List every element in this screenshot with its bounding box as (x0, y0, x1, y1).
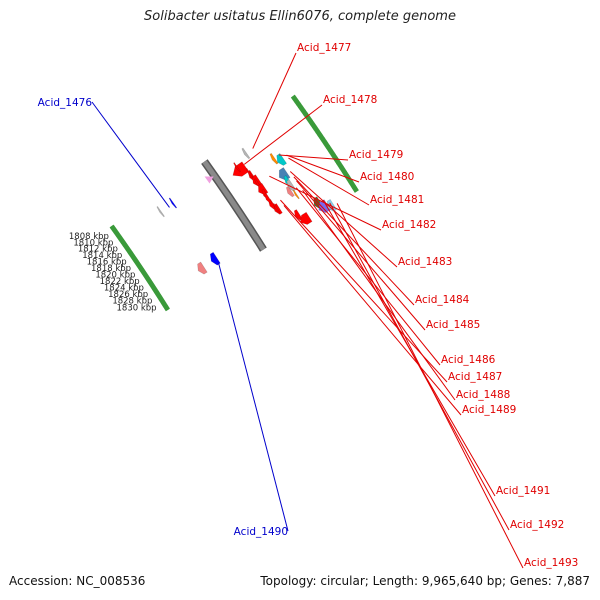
kbp-tick-label: 1830 kbp (117, 303, 157, 313)
gene-label[interactable]: Acid_1477 (297, 42, 351, 54)
label-leader (296, 180, 426, 331)
kbp-tick-label: 1828 kbp (112, 297, 152, 307)
unlabeled-gene-4 (258, 182, 269, 196)
inner-tick-ladder (109, 224, 170, 312)
gene-label[interactable]: Acid_1485 (426, 319, 480, 331)
unlabeled-gene-2 (245, 167, 254, 179)
gene-label[interactable]: Acid_1478 (323, 94, 377, 106)
genome-backbone (201, 159, 267, 252)
unlabeled-gene-7 (272, 202, 281, 214)
label-leader (283, 205, 462, 416)
label-leader (280, 199, 448, 383)
label-leader (252, 52, 297, 149)
gene-label[interactable]: Acid_1493 (524, 557, 578, 569)
gene-labels: Acid_1477 Acid_1478 Acid_1479 Acid_1480 Acid… (38, 42, 579, 569)
gene-label[interactable]: Acid_1492 (510, 519, 564, 531)
gene-label[interactable]: Acid_1489 (462, 404, 516, 416)
backbone-fill (202, 160, 266, 251)
gene-acid-1479 (269, 152, 279, 165)
kbp-tick-label: 1820 kbp (95, 271, 135, 281)
gene-label[interactable]: Acid_1482 (382, 219, 436, 231)
gene-acid-1480 (276, 153, 288, 166)
label-leader (218, 262, 289, 532)
label-leader (288, 157, 370, 206)
kbp-tick-label: 1816 kbp (87, 258, 127, 268)
outer-tick-ladder (290, 94, 359, 193)
gene-acid-1488 (292, 189, 300, 200)
gene-acid-1490 (209, 251, 221, 266)
gene-label[interactable]: Acid_1481 (370, 194, 424, 206)
label-leader (289, 171, 398, 268)
gene-label[interactable]: Acid_1483 (398, 256, 452, 268)
map-title: Solibacter usitatus Ellin6076, complete … (144, 9, 456, 24)
gene-label[interactable]: Acid_1488 (456, 389, 510, 401)
unlabeled-gene-1 (233, 162, 242, 173)
gene-label[interactable]: Acid_1491 (496, 485, 550, 497)
gene-acid-1486 (285, 185, 295, 198)
gene-features (156, 147, 337, 275)
reverse-gene-grey (156, 206, 165, 218)
reverse-gene-pink (197, 261, 208, 275)
label-leader (295, 187, 441, 366)
unlabeled-gene-6 (264, 192, 273, 204)
label-leader (293, 176, 415, 306)
kbp-tick-label: 1818 kbp (91, 264, 131, 274)
genome-summary-text: Topology: circular; Length: 9,965,640 bp… (260, 574, 590, 588)
gene-acid-1482 (252, 174, 263, 188)
accession-text: Accession: NC_008536 (9, 574, 146, 588)
kbp-tick-label: 1810 kbp (73, 238, 113, 248)
kbp-tick-label: 1808 kbp (69, 232, 109, 242)
label-leader (91, 101, 170, 208)
gene-label[interactable]: Acid_1486 (441, 354, 496, 366)
gene-label[interactable]: Acid_1479 (349, 149, 403, 161)
label-leader (336, 203, 524, 569)
label-leader (243, 104, 323, 165)
label-leader (286, 154, 360, 183)
kbp-tick-label: 1812 kbp (78, 245, 118, 255)
gene-acid-1476 (168, 197, 178, 209)
kbp-tick-label: 1824 kbp (104, 284, 144, 294)
gene-acid-1477 (241, 147, 251, 160)
gene-label[interactable]: Acid_1476 (38, 97, 93, 109)
label-leader (279, 154, 349, 161)
unlabeled-gene-9 (300, 211, 313, 225)
kbp-tick-label: 1814 kbp (82, 251, 122, 261)
label-leader (329, 202, 510, 531)
gene-label[interactable]: Acid_1490 (234, 526, 288, 538)
feature-marker (204, 176, 214, 184)
kbp-tick-label: 1822 kbp (100, 277, 140, 287)
gene-label[interactable]: Acid_1487 (448, 371, 502, 383)
gene-label[interactable]: Acid_1480 (360, 171, 414, 183)
gene-label[interactable]: Acid_1484 (415, 294, 470, 306)
kbp-tick-label: 1826 kbp (108, 290, 148, 300)
gene-acid-1483 (278, 167, 291, 181)
